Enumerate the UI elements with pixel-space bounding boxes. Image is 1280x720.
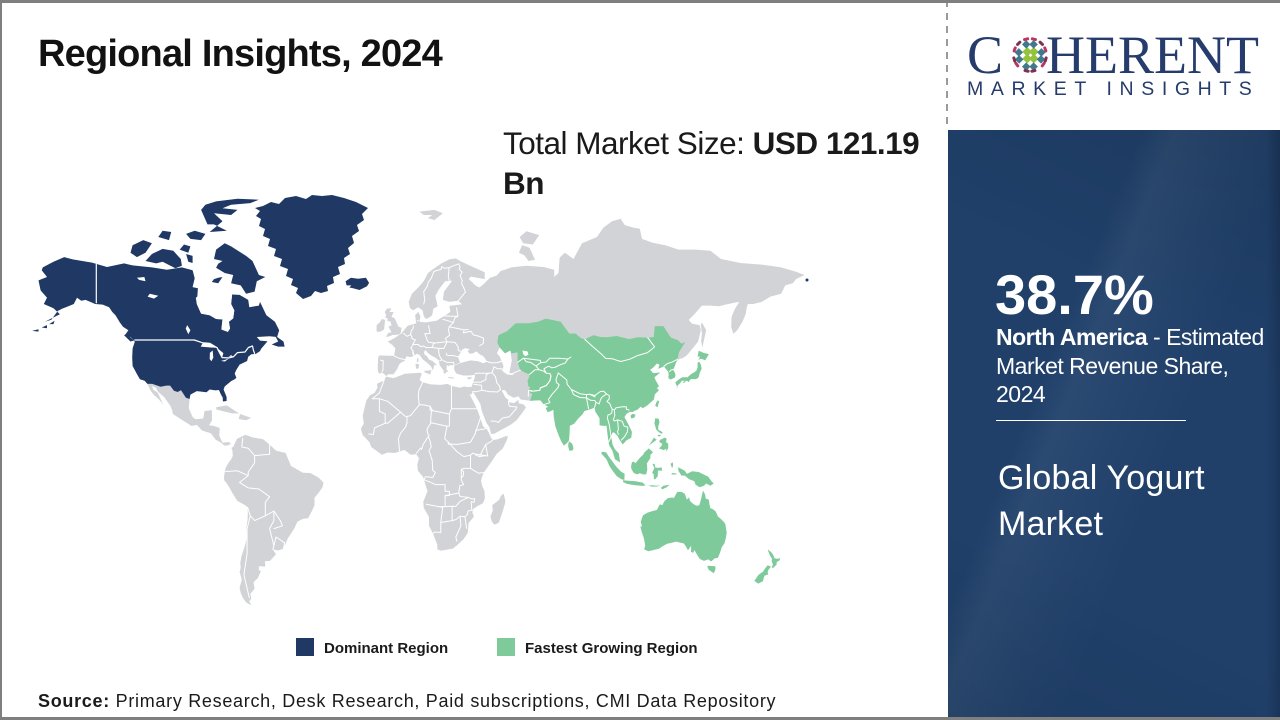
svg-text:HERENT: HERENT (1046, 25, 1259, 85)
svg-text:C: C (967, 25, 1003, 85)
svg-text:MARKET INSIGHTS: MARKET INSIGHTS (967, 78, 1259, 100)
